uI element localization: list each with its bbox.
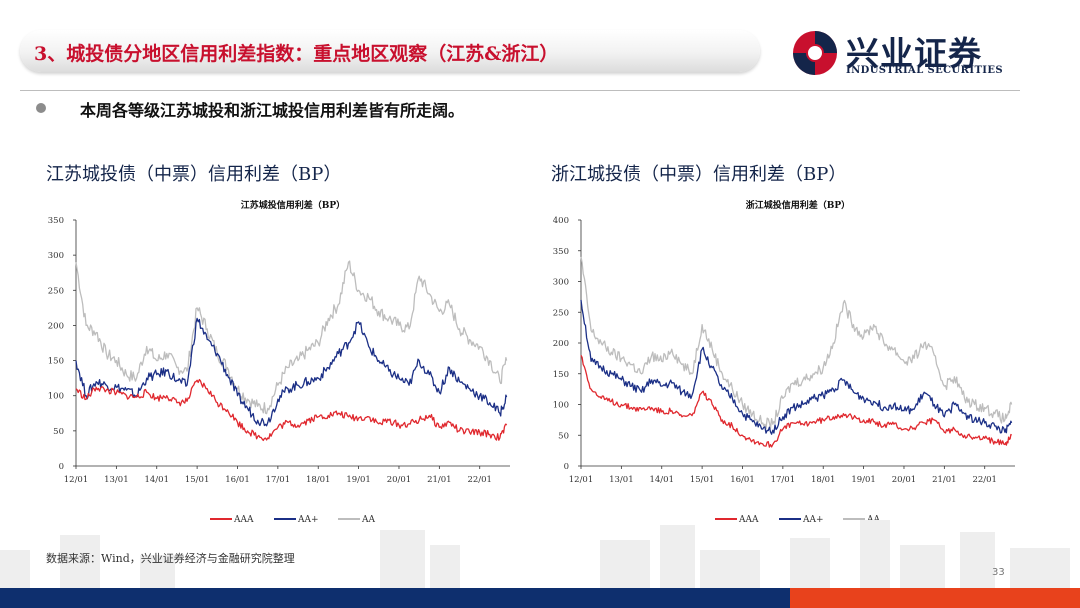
y-tick-label: 50 xyxy=(53,427,64,437)
x-tick-label: 13/01 xyxy=(104,475,129,485)
x-tick-label: 17/01 xyxy=(266,475,291,485)
company-logo: 兴业证券 INDUSTRIAL SECURITIES xyxy=(790,24,1020,82)
x-tick-label: 12/01 xyxy=(569,475,594,485)
city-skyline-decoration xyxy=(0,520,1070,590)
x-tick-label: 20/01 xyxy=(892,475,917,485)
logo-chinese-text: 兴业证券 xyxy=(846,34,982,73)
y-tick-label: 100 xyxy=(48,392,64,402)
y-tick-label: 50 xyxy=(558,431,569,441)
y-tick-label: 150 xyxy=(553,370,569,380)
series-line-aaplus xyxy=(580,299,1013,435)
y-tick-label: 350 xyxy=(553,247,569,257)
x-tick-label: 15/01 xyxy=(690,475,715,485)
x-tick-label: 22/01 xyxy=(972,475,997,485)
x-tick-label: 21/01 xyxy=(427,475,452,485)
x-tick-label: 20/01 xyxy=(387,475,412,485)
y-tick-label: 300 xyxy=(553,278,569,288)
series-line-aa xyxy=(75,260,508,415)
summary-bullet: 本周各等级江苏城投和浙江城投信用利差皆有所走阔。 xyxy=(80,101,465,120)
legend-label-aa: AA xyxy=(361,515,375,525)
legend-label-aaa: AAA xyxy=(738,515,759,525)
bullet-icon xyxy=(36,103,46,113)
y-tick-label: 0 xyxy=(564,462,569,472)
y-tick-label: 250 xyxy=(553,308,569,318)
y-tick-label: 200 xyxy=(48,321,64,331)
chart-heading-zhejiang: 浙江城投债（中票）信用利差（BP） xyxy=(551,164,847,185)
zhejiang-spread-chart: 浙江城投信用利差（BP） 0 50 100 150 200 250 300 350 400 12/0… xyxy=(553,199,1015,525)
x-tick-label: 16/01 xyxy=(225,475,250,485)
footer-bar-red xyxy=(790,588,1080,608)
data-source-note: 数据来源：Wind，兴业证券经济与金融研究院整理 xyxy=(46,552,295,565)
series-line-aaplus xyxy=(75,317,508,427)
chart-inner-title: 江苏城投信用利差（BP） xyxy=(241,199,345,211)
jiangsu-spread-chart: 江苏城投信用利差（BP） 0 50 100 150 200 250 300 350 12/01 13… xyxy=(48,199,510,525)
series-line-aaa xyxy=(75,378,508,442)
header-divider xyxy=(20,90,1020,91)
section-title: 3、城投债分地区信用利差指数：重点地区观察（江苏&浙江） xyxy=(34,43,559,65)
legend-label-aaa: AAA xyxy=(233,515,254,525)
y-tick-label: 250 xyxy=(48,286,64,296)
y-tick-label: 200 xyxy=(553,339,569,349)
logo-emblem-icon xyxy=(793,31,837,75)
x-tick-label: 12/01 xyxy=(64,475,89,485)
x-tick-label: 19/01 xyxy=(851,475,876,485)
x-tick-label: 17/01 xyxy=(771,475,796,485)
x-tick-label: 21/01 xyxy=(932,475,957,485)
chart-inner-title: 浙江城投信用利差（BP） xyxy=(746,199,850,211)
x-tick-label: 15/01 xyxy=(185,475,210,485)
chart-heading-jiangsu: 江苏城投债（中票）信用利差（BP） xyxy=(46,164,342,185)
legend-label-aaplus: AA+ xyxy=(802,515,824,525)
x-tick-label: 14/01 xyxy=(649,475,674,485)
y-tick-label: 150 xyxy=(48,357,64,367)
x-tick-label: 13/01 xyxy=(609,475,634,485)
footer-bar-blue xyxy=(0,588,790,608)
series-line-aa xyxy=(580,256,1013,430)
x-tick-label: 16/01 xyxy=(730,475,755,485)
x-tick-label: 19/01 xyxy=(346,475,371,485)
y-tick-label: 0 xyxy=(59,462,64,472)
legend-label-aaplus: AA+ xyxy=(297,515,319,525)
y-tick-label: 350 xyxy=(48,216,64,226)
page-number: 33 xyxy=(992,567,1005,578)
logo-english-text: INDUSTRIAL SECURITIES xyxy=(846,65,1004,76)
y-tick-label: 400 xyxy=(553,216,569,226)
y-tick-label: 300 xyxy=(48,251,64,261)
section-title-bar: 3、城投债分地区信用利差指数：重点地区观察（江苏&浙江） xyxy=(20,30,760,72)
x-tick-label: 18/01 xyxy=(306,475,331,485)
x-tick-label: 22/01 xyxy=(467,475,492,485)
x-tick-label: 18/01 xyxy=(811,475,836,485)
x-tick-label: 14/01 xyxy=(144,475,169,485)
y-tick-label: 100 xyxy=(553,401,569,411)
series-line-aaa xyxy=(580,354,1013,448)
